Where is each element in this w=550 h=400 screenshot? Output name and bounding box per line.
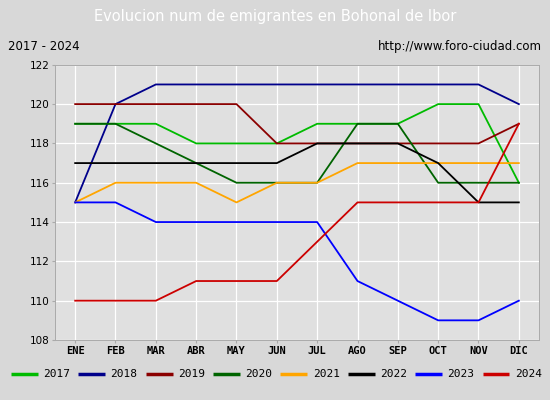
Text: 2024: 2024 <box>515 369 542 379</box>
Text: 2021: 2021 <box>313 369 340 379</box>
Text: 2023: 2023 <box>448 369 475 379</box>
Text: 2019: 2019 <box>178 369 205 379</box>
Text: 2018: 2018 <box>111 369 138 379</box>
Text: 2017: 2017 <box>43 369 70 379</box>
Text: 2020: 2020 <box>245 369 272 379</box>
Text: 2017 - 2024: 2017 - 2024 <box>8 40 80 53</box>
Text: 2022: 2022 <box>380 369 407 379</box>
Text: http://www.foro-ciudad.com: http://www.foro-ciudad.com <box>378 40 542 53</box>
Text: Evolucion num de emigrantes en Bohonal de Ibor: Evolucion num de emigrantes en Bohonal d… <box>94 9 456 24</box>
